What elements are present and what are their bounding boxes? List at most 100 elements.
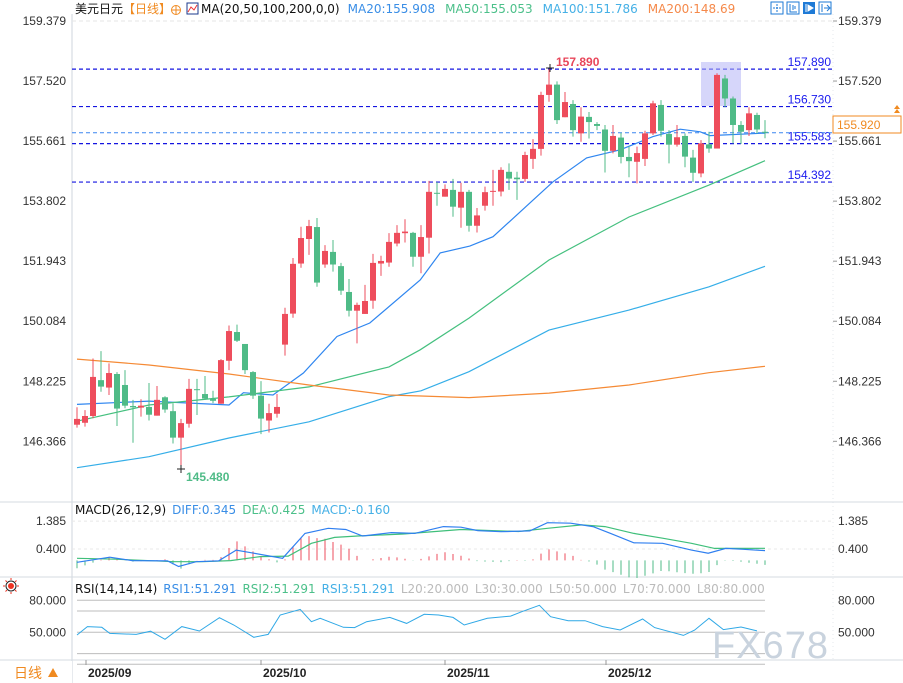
diff-line	[76, 522, 766, 568]
rsi-tick-label: 50.000	[838, 625, 875, 639]
candle	[682, 133, 688, 168]
candle	[466, 189, 472, 232]
price-tick-label: 146.366	[23, 434, 67, 448]
candle	[250, 371, 256, 399]
candle	[490, 169, 496, 206]
candle-body	[338, 266, 344, 291]
candle-body	[546, 84, 552, 95]
level-label: 156.730	[788, 93, 832, 107]
candle-body	[74, 418, 80, 425]
candle	[538, 91, 544, 156]
candle-body	[722, 78, 728, 99]
candle-body	[162, 397, 168, 410]
candle-body	[242, 343, 248, 371]
candle-body	[746, 113, 752, 131]
candle-body	[90, 376, 96, 416]
candle-body	[682, 135, 688, 157]
candle	[754, 112, 760, 134]
candle	[130, 399, 136, 443]
candle-body	[154, 399, 160, 416]
candle	[394, 225, 400, 247]
play-icon[interactable]	[803, 2, 815, 14]
exit-icon[interactable]	[818, 1, 832, 15]
candle-body	[266, 413, 272, 421]
price-tick-label: 157.520	[838, 74, 882, 88]
candle-body	[530, 148, 536, 159]
candle-body	[490, 190, 496, 192]
candle-body	[426, 191, 432, 238]
candle	[210, 390, 216, 404]
candle-body	[410, 232, 416, 257]
candle-body	[618, 137, 624, 157]
candle	[82, 410, 88, 427]
candle	[298, 226, 304, 268]
moving-average-lines	[76, 128, 766, 469]
candle	[610, 124, 616, 154]
price-tick-label: 153.802	[23, 194, 67, 208]
date-label: 2025/09	[88, 666, 132, 680]
add-indicator-icon[interactable]	[171, 5, 181, 15]
candle	[346, 279, 352, 317]
date-label: 2025/11	[447, 666, 490, 680]
candle	[154, 385, 160, 416]
candle-body	[202, 394, 208, 399]
rsi-settings-icon[interactable]	[3, 578, 19, 594]
price-tick-label: 157.520	[23, 74, 67, 88]
scroll-to-latest-icon[interactable]	[894, 105, 900, 113]
candle	[578, 107, 584, 142]
ma-params: MA(20,50,100,200,0,0)	[201, 2, 340, 16]
symbol-title: 美元日元【日线】	[75, 2, 171, 16]
low-marker: 145.480	[177, 465, 230, 484]
candle	[370, 253, 376, 309]
period-selector-button[interactable]: 日线	[0, 661, 72, 683]
candle	[450, 178, 456, 217]
watermark-logo: FX678	[712, 625, 829, 667]
candle	[178, 418, 184, 470]
candle	[74, 407, 80, 428]
candle-body	[274, 406, 280, 414]
price-tick-label: 159.379	[838, 14, 882, 28]
candle	[138, 399, 144, 417]
price-tick-label: 148.225	[23, 374, 67, 388]
price-tick-label: 151.943	[23, 254, 67, 268]
fit-range-icon[interactable]	[786, 1, 800, 15]
svg-text:MA(20,50,100,200,0,0)MA20:155.: MA(20,50,100,200,0,0) MA20:155.908 MA50:15…	[201, 2, 735, 16]
candle-body	[402, 231, 408, 234]
candle	[498, 167, 504, 197]
date-label: 2025/10	[263, 666, 307, 680]
rsi-tick-label: 50.000	[29, 625, 66, 639]
svg-text:157.890: 157.890	[556, 55, 600, 69]
period-label: 【日线】	[123, 2, 171, 16]
candle-body	[362, 301, 368, 314]
candle-body	[194, 389, 200, 391]
candle	[618, 132, 624, 164]
candle	[202, 375, 208, 400]
candle	[106, 363, 112, 396]
candle	[162, 396, 168, 413]
crosshair-icon[interactable]	[770, 1, 784, 15]
candle-body	[666, 134, 672, 145]
macd-tick-label: 0.400	[838, 542, 868, 556]
candle-body	[482, 192, 488, 206]
candle-body	[386, 241, 392, 263]
candle	[322, 245, 328, 268]
price-tick-label: 148.225	[838, 374, 882, 388]
caret-up-icon	[48, 668, 58, 677]
svg-text:145.480: 145.480	[186, 470, 230, 484]
candle-body	[370, 262, 376, 301]
candle	[290, 258, 296, 318]
candle	[282, 307, 288, 356]
macd-panel: 1.385 1.385 0.400 0.400	[36, 514, 868, 579]
ma-indicator-icon[interactable]	[186, 2, 199, 15]
candle-body	[714, 74, 720, 149]
candle	[522, 151, 528, 182]
candle-body	[178, 423, 184, 438]
candle	[642, 130, 648, 166]
macd-tick-label: 0.400	[36, 542, 66, 556]
candle	[114, 372, 120, 427]
candle	[546, 69, 552, 102]
candle-body	[282, 313, 288, 345]
candle-body	[450, 189, 456, 207]
candle-body	[298, 238, 304, 264]
